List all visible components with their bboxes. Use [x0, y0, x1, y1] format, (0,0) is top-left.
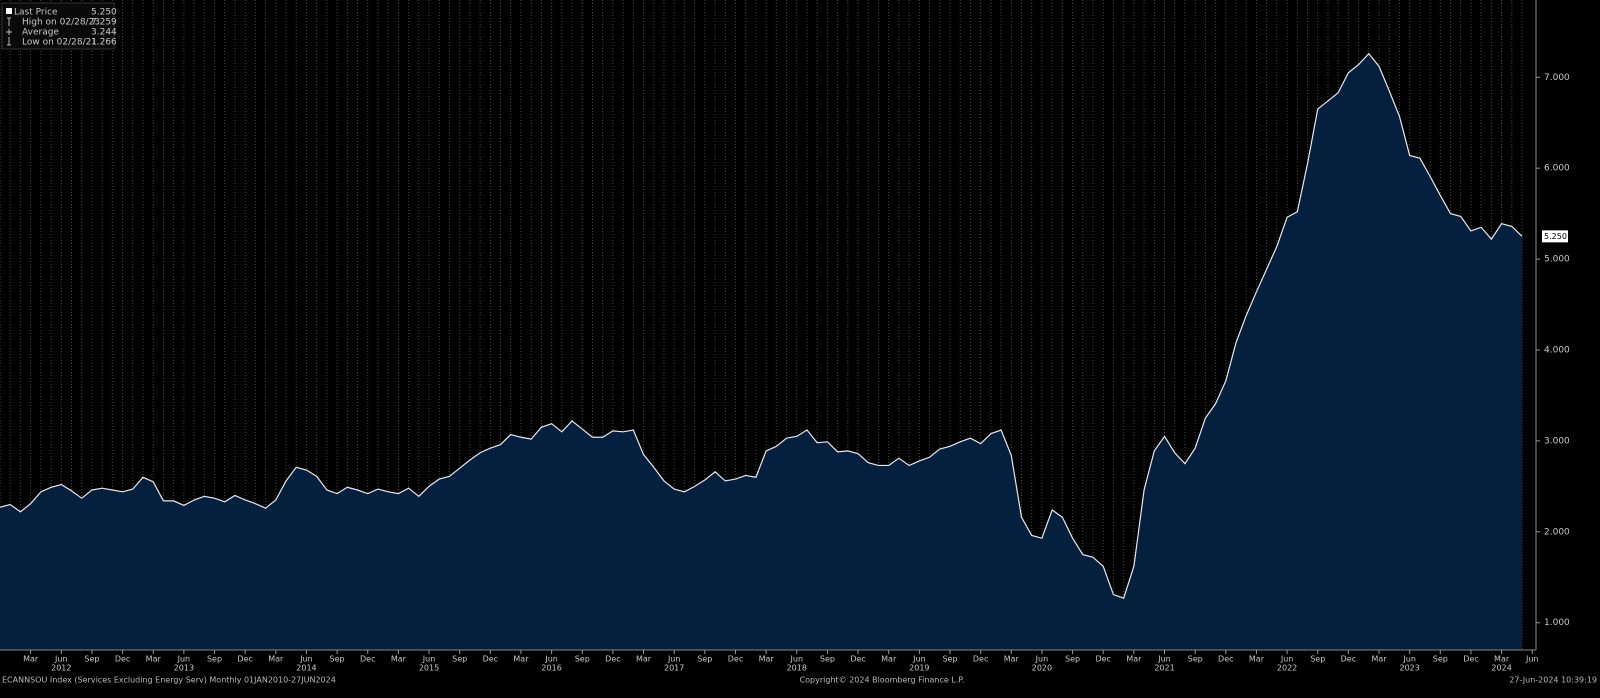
legend-icon [6, 8, 12, 14]
x-tick-label: Dec [850, 655, 865, 664]
x-tick-label: Dec [973, 655, 988, 664]
x-tick-label: Jun [1402, 655, 1416, 664]
x-tick-label: Jun [299, 655, 313, 664]
x-tick-label: Mar [1126, 655, 1142, 664]
x-tick-label: Sep [1310, 655, 1325, 664]
x-tick-label: Mar [391, 655, 407, 664]
x-tick-label: Jun [177, 655, 191, 664]
legend-value: 1.266 [91, 38, 117, 48]
x-year-label: 2012 [51, 664, 71, 673]
legend-value: 5.250 [91, 8, 117, 18]
x-tick-label: Sep [207, 655, 222, 664]
x-year-label: 2018 [787, 664, 807, 673]
x-year-label: 2015 [419, 664, 439, 673]
legend-icon [7, 17, 11, 26]
x-tick-label: Mar [513, 655, 529, 664]
x-tick-label: Sep [820, 655, 835, 664]
x-tick-label: Sep [84, 655, 99, 664]
x-tick-label: Jun [422, 655, 436, 664]
x-tick-label: Mar [881, 655, 897, 664]
legend-icon [7, 37, 11, 46]
line [0, 52, 1523, 599]
x-tick-label: Dec [237, 655, 252, 664]
legend-icon [6, 29, 12, 35]
y-tick-label: 6.000 [1544, 164, 1570, 174]
legend-value: 3.244 [91, 28, 117, 38]
x-tick-label: Jun [1280, 655, 1294, 664]
x-tick-label: Mar [759, 655, 775, 664]
grid [0, 0, 1523, 650]
x-tick-label: Sep [575, 655, 590, 664]
last-price-tag [1542, 230, 1568, 243]
x-tick-label: Sep [330, 655, 345, 664]
area [0, 53, 1523, 650]
footer-center: Copyright© 2024 Bloomberg Finance L.P. [800, 676, 965, 685]
y-tick-label: 7.000 [1544, 73, 1570, 83]
x-tick-label: Jun [1035, 655, 1049, 664]
x-year-label: 2017 [664, 664, 684, 673]
x-tick-label: Dec [483, 655, 498, 664]
y-tick-label: 5.000 [1544, 255, 1570, 265]
x-tick-label: Jun [912, 655, 926, 664]
y-tick-label: 2.000 [1544, 527, 1570, 537]
x-tick-label: Sep [1433, 655, 1448, 664]
legend-label: Low on 02/28/21 [22, 38, 97, 48]
x-year-label: 2016 [541, 664, 561, 673]
x-tick-label: Dec [1095, 655, 1110, 664]
y-tick-label: 4.000 [1544, 346, 1570, 356]
x-tick-label: Mar [636, 655, 652, 664]
x-tick-label: Mar [23, 655, 39, 664]
x-tick-label: Jun [790, 655, 804, 664]
x-tick-label: Mar [1249, 655, 1265, 664]
x-year-label: 2023 [1399, 664, 1419, 673]
x-year-label: 2022 [1277, 664, 1297, 673]
x-tick-label: Sep [1188, 655, 1203, 664]
last-price-label: 5.250 [1544, 232, 1567, 241]
x-year-label: 2020 [1032, 664, 1052, 673]
x-tick-label: Jun [1157, 655, 1171, 664]
x-tick-label: Dec [115, 655, 130, 664]
x-tick-label: Mar [146, 655, 162, 664]
x-year-label: 2013 [174, 664, 194, 673]
x-tick-label: Dec [360, 655, 375, 664]
legend: Last Price High on 02/28/23 Average Low … [1, 2, 117, 50]
x-tick-label: Mar [1004, 655, 1020, 664]
x-year-label: 2014 [296, 664, 316, 673]
footer-right: 27-Jun-2024 10:39:19 [1509, 676, 1597, 685]
x-tick-label: Mar [1494, 655, 1510, 664]
x-tick-label: Dec [728, 655, 743, 664]
x-tick-label: Mar [1371, 655, 1387, 664]
x-tick-label: Jun [54, 655, 68, 664]
legend-value: 7.259 [91, 18, 117, 28]
x-tick-label: Dec [605, 655, 620, 664]
legend-label: Last Price [14, 8, 58, 18]
axes: 1.000 2.000 3.000 4.000 5.000 6.000 7.000 Mar Ju… [23, 73, 1570, 673]
legend-box [1, 2, 115, 50]
x-tick-label: Sep [452, 655, 467, 664]
legend-label: Average [22, 28, 59, 38]
x-tick-label: Jun [544, 655, 558, 664]
x-tick-label: Dec [1341, 655, 1356, 664]
legend-label: High on 02/28/23 [22, 18, 100, 28]
y-tick-label: 1.000 [1544, 618, 1570, 628]
x-tick-label: Jun [1525, 655, 1539, 664]
x-year-label: 2024 [1491, 664, 1511, 673]
x-tick-label: Sep [697, 655, 712, 664]
x-tick-label: Dec [1463, 655, 1478, 664]
y-tick-label: 3.000 [1544, 436, 1570, 446]
x-tick-label: Jun [667, 655, 681, 664]
x-year-label: 2019 [909, 664, 929, 673]
footer-left: ECANNSOU Index (Services Excluding Energ… [2, 676, 336, 685]
x-tick-label: Sep [942, 655, 957, 664]
x-tick-label: Sep [1065, 655, 1080, 664]
x-tick-label: Dec [1218, 655, 1233, 664]
x-tick-label: Mar [268, 655, 284, 664]
plot [0, 52, 1523, 650]
x-year-label: 2021 [1154, 664, 1174, 673]
